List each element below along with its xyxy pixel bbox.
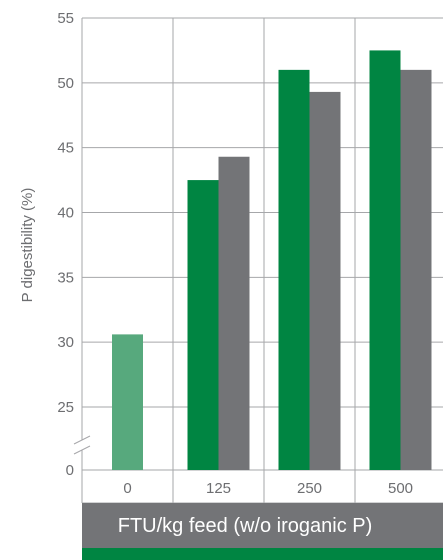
x-tick-label: 500 — [388, 480, 413, 497]
grid-layer — [73, 17, 443, 504]
y-tick-label: 45 — [57, 140, 74, 157]
bar-series1-500 — [369, 50, 401, 471]
x-tick-label: 250 — [297, 480, 322, 497]
x-tick-label: 0 — [123, 480, 131, 497]
axis-break-mark-2 — [73, 445, 91, 455]
y-tick-label: 40 — [57, 205, 74, 222]
x-axis-label-band — [82, 503, 443, 548]
bar-series1-125 — [187, 180, 219, 471]
bar-series2-500 — [400, 69, 432, 470]
bar-series2-250 — [309, 91, 341, 470]
y-tick-label: 0 — [66, 462, 74, 479]
bar-control-0 — [112, 334, 143, 470]
bar-series1-250 — [278, 69, 310, 470]
bars-layer — [112, 50, 432, 471]
y-tick-label: 35 — [57, 269, 74, 286]
axis-break-mark-1 — [73, 435, 91, 445]
y-tick-label: 30 — [57, 334, 74, 351]
x-axis-bottom-stripe — [82, 548, 443, 560]
y-tick-label: 55 — [57, 10, 74, 27]
x-tick-label: 125 — [206, 480, 231, 497]
bar-series2-125 — [218, 156, 250, 470]
tick-labels: 0 25 30 35 40 45 50 55 0 125 250 500 — [57, 10, 413, 497]
y-tick-label: 25 — [57, 399, 74, 416]
y-axis-label: P digestibility (%) — [19, 188, 36, 303]
y-tick-label: 50 — [57, 75, 74, 92]
x-axis-label: FTU/kg feed (w/o iroganic P) — [118, 515, 373, 537]
